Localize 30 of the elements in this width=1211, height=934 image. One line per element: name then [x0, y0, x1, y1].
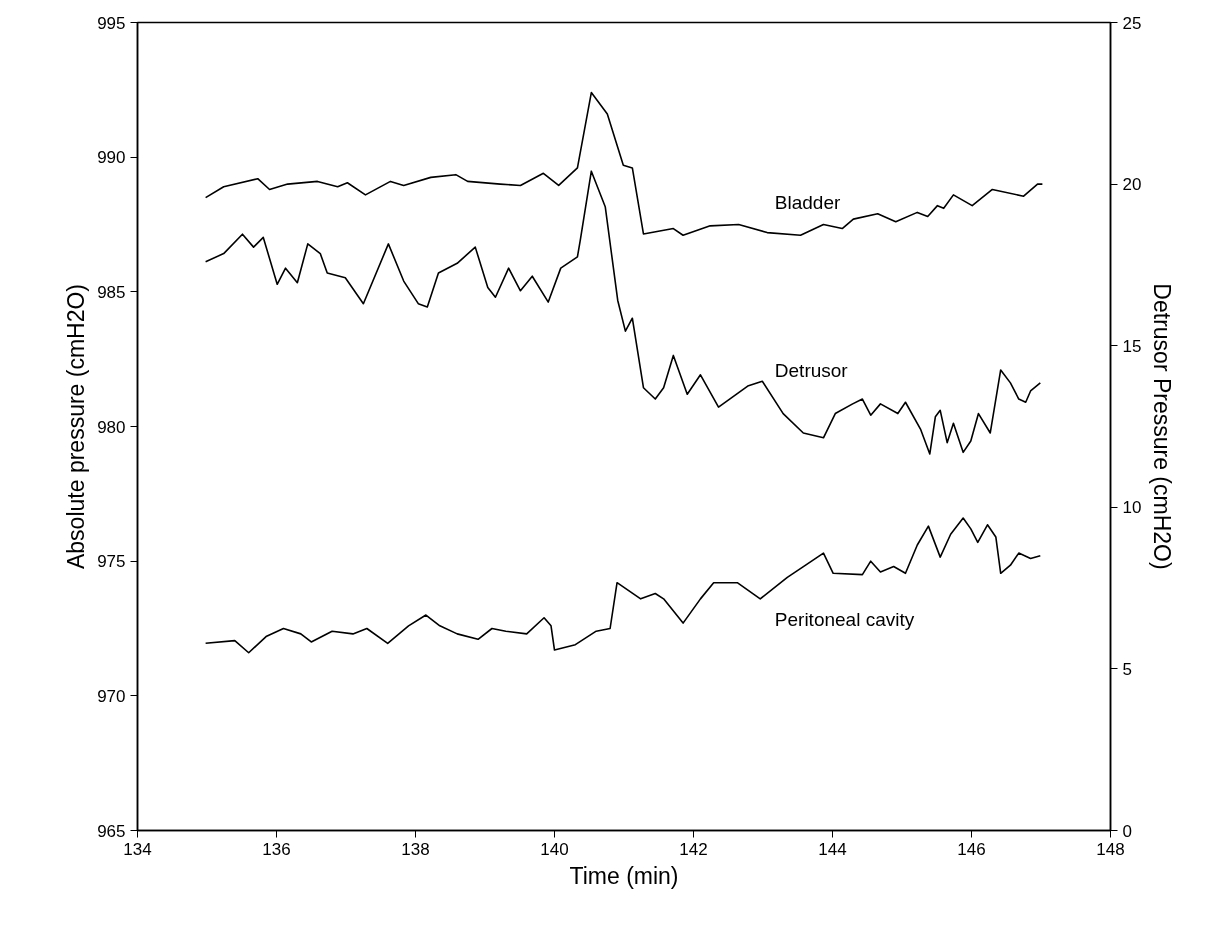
series-label: Detrusor [774, 359, 849, 381]
y-tick-label: 975 [97, 552, 126, 572]
x-tick-label: 146 [957, 839, 986, 859]
y2-tick-label: 25 [1122, 13, 1142, 33]
x-axis-title: Time (min) [569, 862, 679, 889]
x-tick-label: 148 [1096, 839, 1125, 859]
y-tick-label: 985 [97, 282, 126, 302]
x-tick-label: 136 [262, 839, 291, 859]
y2-tick-label: 0 [1122, 821, 1132, 841]
line-series [204, 91, 1044, 237]
y-tick-label: 980 [97, 417, 126, 437]
y2-tick-label: 10 [1122, 498, 1142, 518]
x-tick-label: 134 [123, 839, 152, 859]
x-tick-label: 140 [540, 839, 569, 859]
line-series [204, 170, 1042, 455]
y2-tick-label: 15 [1122, 336, 1142, 356]
y-tick-label: 965 [97, 821, 126, 841]
y-tick-label: 970 [97, 686, 126, 706]
line-series [204, 517, 1042, 654]
y-tick-label: 990 [97, 148, 126, 168]
series-label: Peritoneal cavity [774, 609, 915, 631]
x-tick-label: 138 [401, 839, 430, 859]
y2-tick-label: 5 [1122, 659, 1132, 679]
y2-axis-title: Detrusor Pressure (cmH2O) [1149, 283, 1176, 570]
y2-tick-label: 20 [1122, 175, 1142, 195]
series-label: Bladder [774, 192, 841, 214]
x-tick-label: 142 [679, 839, 708, 859]
x-tick-label: 144 [818, 839, 847, 859]
y-axis-title: Absolute pressure (cmH2O) [63, 283, 90, 570]
y-tick-label: 995 [97, 13, 126, 33]
